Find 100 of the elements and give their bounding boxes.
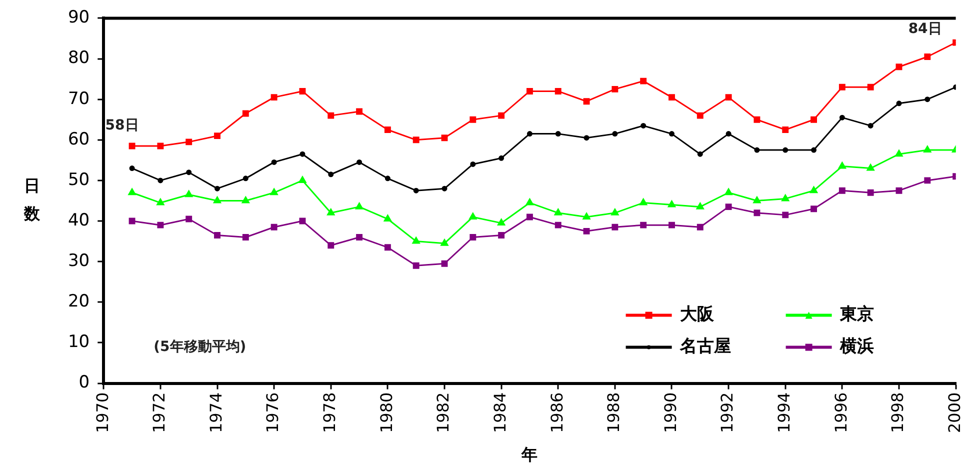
point: [924, 177, 931, 184]
point: [242, 176, 248, 182]
point: [668, 94, 675, 101]
point: [782, 147, 788, 153]
point: [412, 237, 420, 244]
point: [470, 116, 476, 123]
y-tick-label: 70: [68, 88, 90, 109]
point: [242, 196, 250, 204]
point: [526, 214, 533, 220]
point: [470, 234, 476, 240]
point: [810, 186, 818, 194]
point: [838, 84, 846, 90]
point: [270, 94, 278, 101]
point: [725, 94, 732, 101]
point: [896, 64, 902, 70]
point: [555, 131, 561, 137]
point: [611, 208, 619, 216]
legend-label: 横浜: [838, 336, 874, 357]
point: [526, 131, 532, 137]
point: [867, 84, 874, 90]
point: [554, 88, 562, 94]
y-tick-label: 10: [68, 332, 90, 352]
point: [526, 88, 533, 94]
point: [696, 224, 704, 230]
point: [129, 166, 135, 172]
point: [811, 147, 817, 153]
point: [810, 116, 817, 123]
x-tick-label: 1982: [434, 392, 453, 433]
point: [838, 162, 846, 169]
x-tick-label: 1996: [831, 392, 850, 433]
point: [924, 146, 932, 153]
x-tick-label: 1986: [547, 392, 566, 433]
point: [754, 116, 760, 123]
legend-label: 東京: [838, 304, 874, 325]
point: [612, 86, 618, 92]
point: [498, 232, 505, 238]
x-tick-label: 1990: [660, 392, 680, 433]
point: [753, 196, 761, 204]
point: [412, 136, 420, 144]
point: [668, 200, 676, 208]
point: [754, 210, 760, 216]
point: [270, 224, 278, 230]
point: [328, 112, 334, 119]
point: [157, 142, 164, 150]
point: [299, 88, 306, 94]
point: [300, 151, 306, 157]
point: [270, 188, 278, 196]
point: [696, 202, 704, 210]
point: [440, 239, 448, 246]
point: [554, 208, 562, 216]
x-tick-label: 1984: [490, 392, 510, 433]
point: [328, 172, 334, 178]
point: [185, 190, 193, 198]
point: [271, 159, 277, 165]
point: [582, 212, 590, 220]
y-tick-label: 30: [68, 251, 90, 272]
point: [498, 112, 505, 119]
point: [242, 234, 249, 240]
point: [157, 222, 164, 228]
point: [782, 126, 789, 133]
annotation: 58日: [105, 118, 139, 134]
point: [128, 188, 136, 196]
point: [640, 222, 647, 228]
point: [866, 164, 874, 171]
x-tick-label: 1998: [888, 392, 908, 433]
point: [726, 131, 732, 137]
point: [867, 189, 874, 196]
point: [356, 108, 363, 115]
point: [640, 78, 647, 84]
x-tick-label: 2000: [944, 392, 964, 433]
point: [584, 135, 590, 141]
x-tick-label: 1970: [92, 392, 112, 433]
y-tick-label: 90: [68, 8, 90, 28]
point: [384, 176, 390, 182]
point: [583, 98, 590, 105]
point: [895, 150, 903, 157]
point: [214, 232, 220, 238]
point: [384, 214, 392, 222]
point: [186, 138, 192, 146]
point: [583, 228, 590, 234]
point: [498, 218, 506, 226]
y-tick-label: 40: [68, 210, 90, 230]
point: [697, 151, 703, 157]
point: [640, 122, 646, 128]
point: [156, 198, 164, 206]
point: [186, 170, 192, 176]
point: [724, 188, 732, 196]
point: [810, 206, 817, 212]
point: [412, 262, 420, 269]
point: [725, 204, 732, 210]
x-tick-label: 1974: [206, 392, 226, 433]
y-tick-label: 20: [68, 292, 90, 312]
point: [526, 198, 534, 206]
point: [242, 110, 249, 117]
point: [838, 187, 846, 194]
point: [696, 112, 704, 119]
point: [612, 224, 618, 230]
point: [298, 176, 306, 183]
point: [554, 222, 562, 228]
point: [384, 126, 391, 133]
